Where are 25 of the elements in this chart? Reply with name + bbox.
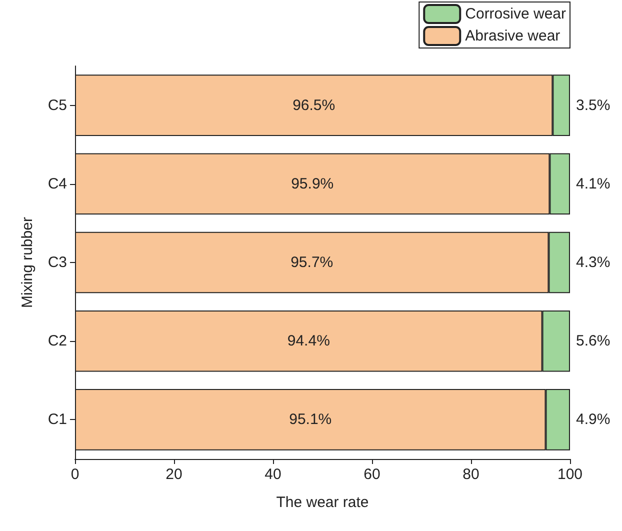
y-tick-label: C4 [48,175,67,192]
x-tick-label: 0 [70,466,80,483]
legend-label: Abrasive wear [465,28,560,44]
data-label: 96.5% [292,96,336,114]
data-label: 95.7% [290,254,334,271]
data-label: 4.1% [576,175,610,192]
data-label: 3.5% [576,96,610,114]
x-tick-label: 40 [264,466,282,483]
x-tick-label: 60 [364,466,380,483]
y-tick-label: C1 [48,411,67,428]
data-label: 5.6% [576,332,610,350]
data-label: 95.9% [291,175,334,192]
y-tick-label: C5 [48,96,67,114]
x-tick-label: 20 [166,466,182,483]
y-axis-title: Mixing rubber [19,217,36,308]
data-label: 95.1% [289,411,332,428]
legend-label: Corrosive wear [465,6,566,22]
y-tick-label: C3 [48,254,67,271]
data-label: 94.4% [287,332,330,350]
x-tick-label: 100 [557,466,583,483]
x-tick-label: 80 [462,466,480,483]
x-axis-title: The wear rate [276,494,369,511]
y-tick-label: C2 [48,332,67,350]
data-label: 4.3% [576,254,610,271]
data-label: 4.9% [576,411,610,428]
